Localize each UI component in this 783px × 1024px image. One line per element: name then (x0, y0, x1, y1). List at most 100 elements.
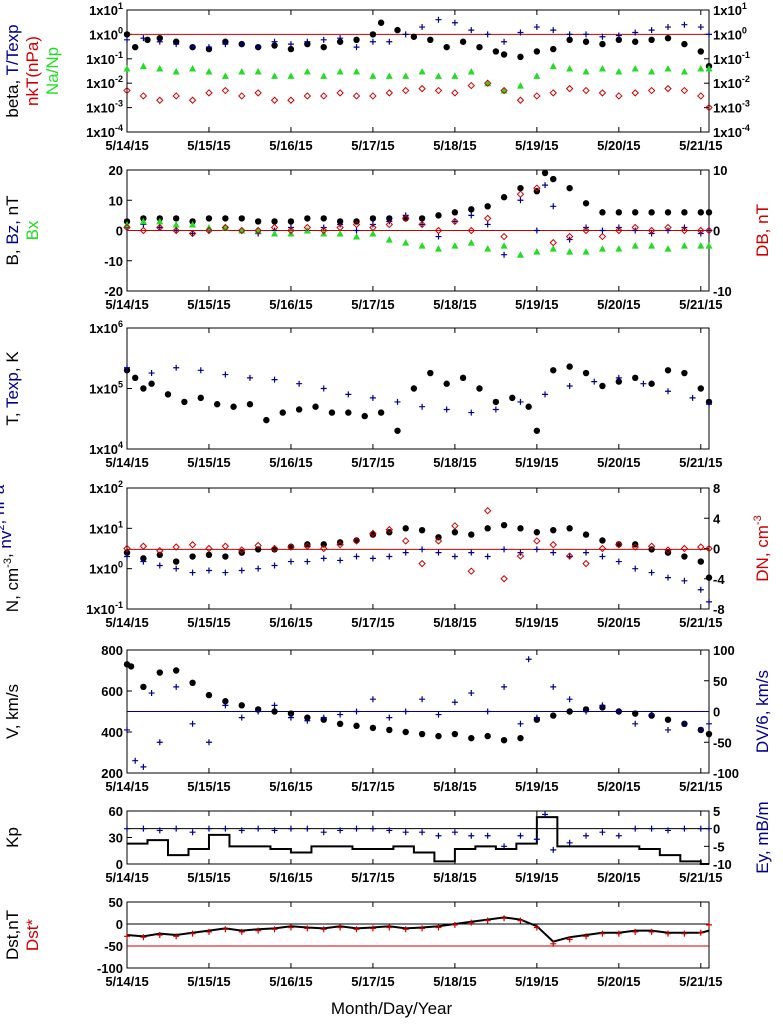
data-point (271, 827, 278, 834)
data-point (615, 708, 622, 715)
data-point (238, 92, 246, 100)
data-point (582, 86, 590, 95)
data-point (148, 370, 155, 377)
data-point (369, 38, 376, 45)
data-point (500, 232, 508, 241)
data-point (680, 68, 688, 75)
data-point (517, 398, 524, 405)
data-point (336, 223, 344, 232)
series-bfield-1 (124, 182, 712, 258)
data-point (632, 565, 639, 572)
data-point (451, 921, 458, 928)
data-point (238, 702, 245, 709)
data-point (255, 825, 262, 832)
data-point (189, 720, 196, 727)
data-point (222, 698, 229, 705)
plot-frame (126, 901, 710, 969)
data-point (270, 544, 279, 553)
series-line (127, 816, 709, 865)
y-tick-label: -20 (104, 284, 123, 299)
data-point (385, 525, 394, 534)
series-beta-2 (123, 62, 713, 94)
y-tick-label: 1x10-1 (86, 600, 123, 617)
data-point (451, 72, 459, 79)
panel-kp: 5/14/15 5/15/15 5/16/15 5/17/15 5/18/15 5/19/… (3, 801, 772, 885)
data-point (385, 89, 394, 97)
data-point (353, 553, 360, 560)
data-point (549, 238, 557, 247)
data-point (615, 36, 623, 44)
data-point (484, 203, 491, 210)
data-point (500, 86, 508, 95)
data-point (369, 394, 376, 401)
data-point (172, 220, 180, 228)
data-point (139, 92, 148, 100)
data-point (582, 200, 590, 207)
data-point (483, 506, 492, 515)
data-point (386, 38, 393, 45)
x-tick-label: 5/17/15 (351, 615, 394, 630)
y2-tick-label: 0 (713, 705, 720, 720)
y2-tick-label: 10 (713, 163, 727, 178)
data-point (402, 239, 410, 246)
data-point (369, 724, 377, 732)
x-tick-label: 5/20/15 (597, 870, 640, 885)
data-point (582, 531, 590, 538)
data-point (255, 927, 262, 934)
data-point (615, 541, 623, 549)
x-tick-label: 5/15/15 (187, 297, 230, 312)
data-point (140, 385, 147, 392)
y-axis-label: Dst,nT (3, 910, 22, 960)
data-point (172, 92, 180, 100)
data-point (189, 569, 196, 576)
data-point (468, 549, 475, 556)
data-point (312, 403, 319, 410)
y-tick-label: 1x10-2 (86, 74, 123, 91)
data-point (205, 44, 212, 51)
data-point (188, 96, 197, 104)
data-point (664, 367, 672, 374)
data-point (156, 217, 164, 225)
panel-beta: 5/14/15 5/15/15 5/16/15 5/17/15 5/18/15 5/19/… (3, 1, 750, 153)
data-point (697, 586, 704, 593)
y2-tick-label: 1x10-3 (713, 99, 750, 116)
y-tick-label: 1x10-3 (86, 99, 123, 116)
data-point (132, 757, 139, 764)
data-point (550, 549, 557, 556)
data-point (434, 245, 442, 252)
data-point (435, 549, 442, 556)
data-point (222, 926, 229, 933)
data-point (131, 43, 139, 51)
data-point (598, 544, 607, 553)
data-point (648, 209, 655, 216)
data-point (517, 184, 524, 192)
data-point (419, 24, 426, 31)
data-point (304, 717, 311, 724)
data-point (238, 215, 245, 222)
x-tick-label: 5/20/15 (597, 138, 640, 153)
data-point (631, 89, 639, 97)
y2-tick-label: 1x10-4 (713, 123, 750, 140)
data-point (188, 229, 197, 238)
data-point (664, 245, 672, 252)
data-point (631, 543, 639, 551)
data-point (419, 221, 426, 228)
x-tick-label: 5/15/15 (187, 138, 230, 153)
data-point (189, 829, 196, 836)
data-point (221, 86, 230, 95)
data-point (123, 86, 131, 95)
data-point (467, 567, 475, 575)
data-point (434, 86, 443, 95)
data-point (139, 226, 148, 235)
y-axis-label-2: Bx (23, 220, 42, 240)
data-point (353, 722, 360, 730)
data-point (205, 928, 212, 935)
data-point (566, 382, 573, 389)
data-point (680, 242, 688, 249)
data-point (582, 38, 590, 45)
data-point (468, 27, 475, 34)
data-point (648, 711, 655, 718)
data-point (336, 89, 344, 97)
data-point (254, 68, 262, 75)
data-point (599, 553, 606, 560)
